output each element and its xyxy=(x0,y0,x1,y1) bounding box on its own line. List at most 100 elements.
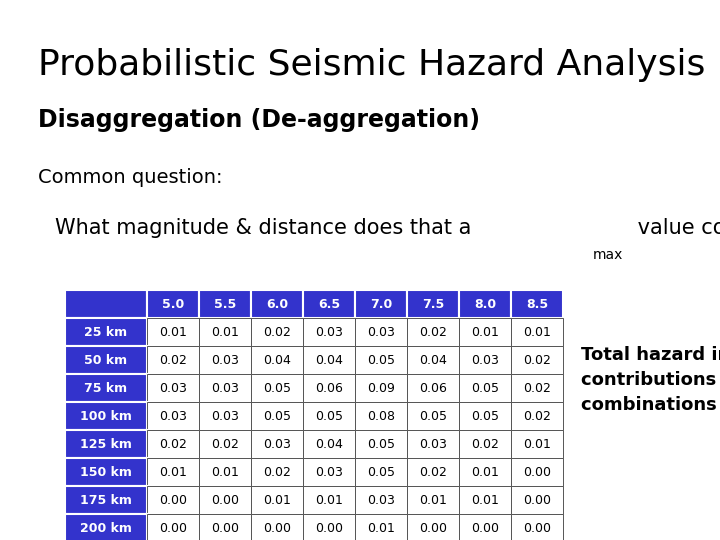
Text: 0.08: 0.08 xyxy=(367,409,395,422)
Text: 0.01: 0.01 xyxy=(471,465,499,478)
Text: 0.02: 0.02 xyxy=(211,437,239,450)
Bar xyxy=(303,290,355,318)
Bar xyxy=(251,318,303,346)
Text: 0.06: 0.06 xyxy=(315,381,343,395)
Text: 0.03: 0.03 xyxy=(211,409,239,422)
Bar xyxy=(65,514,147,540)
Bar xyxy=(511,346,563,374)
Text: value correspond to?: value correspond to? xyxy=(631,218,720,238)
Text: 0.03: 0.03 xyxy=(159,381,187,395)
Bar xyxy=(251,346,303,374)
Text: 7.5: 7.5 xyxy=(422,298,444,310)
Bar xyxy=(199,374,251,402)
Text: 0.03: 0.03 xyxy=(211,354,239,367)
Text: 0.05: 0.05 xyxy=(263,381,291,395)
Bar xyxy=(459,318,511,346)
Text: 0.01: 0.01 xyxy=(159,326,187,339)
Bar xyxy=(251,430,303,458)
Bar xyxy=(407,486,459,514)
Text: 0.01: 0.01 xyxy=(419,494,447,507)
Text: 0.05: 0.05 xyxy=(471,381,499,395)
Bar xyxy=(303,458,355,486)
Text: What magnitude & distance does that a: What magnitude & distance does that a xyxy=(55,218,472,238)
Bar xyxy=(147,458,199,486)
Bar xyxy=(459,458,511,486)
Bar xyxy=(65,346,147,374)
Bar xyxy=(199,514,251,540)
Text: 0.05: 0.05 xyxy=(471,409,499,422)
Text: 0.00: 0.00 xyxy=(159,494,187,507)
Bar xyxy=(199,318,251,346)
Bar xyxy=(65,458,147,486)
Bar xyxy=(199,486,251,514)
Bar xyxy=(459,514,511,540)
Text: 8.5: 8.5 xyxy=(526,298,548,310)
Text: 6.0: 6.0 xyxy=(266,298,288,310)
Bar xyxy=(251,374,303,402)
Text: 0.02: 0.02 xyxy=(471,437,499,450)
Text: 0.02: 0.02 xyxy=(159,354,187,367)
Text: 7.0: 7.0 xyxy=(370,298,392,310)
Bar xyxy=(407,290,459,318)
Bar xyxy=(355,486,407,514)
Bar xyxy=(355,514,407,540)
Text: 0.01: 0.01 xyxy=(263,494,291,507)
Bar xyxy=(199,458,251,486)
Text: max: max xyxy=(593,248,623,262)
Bar xyxy=(199,346,251,374)
Bar xyxy=(407,458,459,486)
Text: 0.01: 0.01 xyxy=(471,494,499,507)
Bar xyxy=(459,486,511,514)
Bar xyxy=(65,374,147,402)
Text: 0.01: 0.01 xyxy=(211,326,239,339)
Text: 150 km: 150 km xyxy=(80,465,132,478)
Text: 0.00: 0.00 xyxy=(471,522,499,535)
Text: 0.03: 0.03 xyxy=(315,465,343,478)
Text: 0.02: 0.02 xyxy=(419,326,447,339)
Bar xyxy=(199,290,251,318)
Bar xyxy=(303,318,355,346)
Text: 0.01: 0.01 xyxy=(159,465,187,478)
Text: 0.03: 0.03 xyxy=(367,494,395,507)
Text: 0.00: 0.00 xyxy=(419,522,447,535)
Text: 0.03: 0.03 xyxy=(211,381,239,395)
Bar xyxy=(251,486,303,514)
Text: 8.0: 8.0 xyxy=(474,298,496,310)
Bar xyxy=(355,402,407,430)
Text: 0.01: 0.01 xyxy=(471,326,499,339)
Bar xyxy=(65,318,147,346)
Text: 0.05: 0.05 xyxy=(367,465,395,478)
Text: 0.03: 0.03 xyxy=(419,437,447,450)
Text: Disaggregation (De-aggregation): Disaggregation (De-aggregation) xyxy=(38,108,480,132)
Text: 5.0: 5.0 xyxy=(162,298,184,310)
Text: 75 km: 75 km xyxy=(84,381,127,395)
Bar xyxy=(65,486,147,514)
Bar xyxy=(147,486,199,514)
Bar xyxy=(147,346,199,374)
Bar xyxy=(303,486,355,514)
Text: 175 km: 175 km xyxy=(80,494,132,507)
Bar xyxy=(147,290,199,318)
Text: 0.03: 0.03 xyxy=(159,409,187,422)
Text: Common question:: Common question: xyxy=(38,168,222,187)
Text: 0.03: 0.03 xyxy=(471,354,499,367)
Bar xyxy=(407,346,459,374)
Text: 0.05: 0.05 xyxy=(315,409,343,422)
Text: 0.00: 0.00 xyxy=(523,494,551,507)
Text: 0.02: 0.02 xyxy=(523,354,551,367)
Bar xyxy=(65,430,147,458)
Text: 0.02: 0.02 xyxy=(523,409,551,422)
Bar xyxy=(251,290,303,318)
Bar xyxy=(407,318,459,346)
Bar xyxy=(407,402,459,430)
Text: 0.00: 0.00 xyxy=(263,522,291,535)
Bar xyxy=(303,374,355,402)
Bar xyxy=(511,514,563,540)
Bar xyxy=(303,514,355,540)
Bar xyxy=(355,374,407,402)
Text: 200 km: 200 km xyxy=(80,522,132,535)
Bar xyxy=(355,458,407,486)
Text: 0.02: 0.02 xyxy=(523,381,551,395)
Text: 0.01: 0.01 xyxy=(211,465,239,478)
Bar xyxy=(147,318,199,346)
